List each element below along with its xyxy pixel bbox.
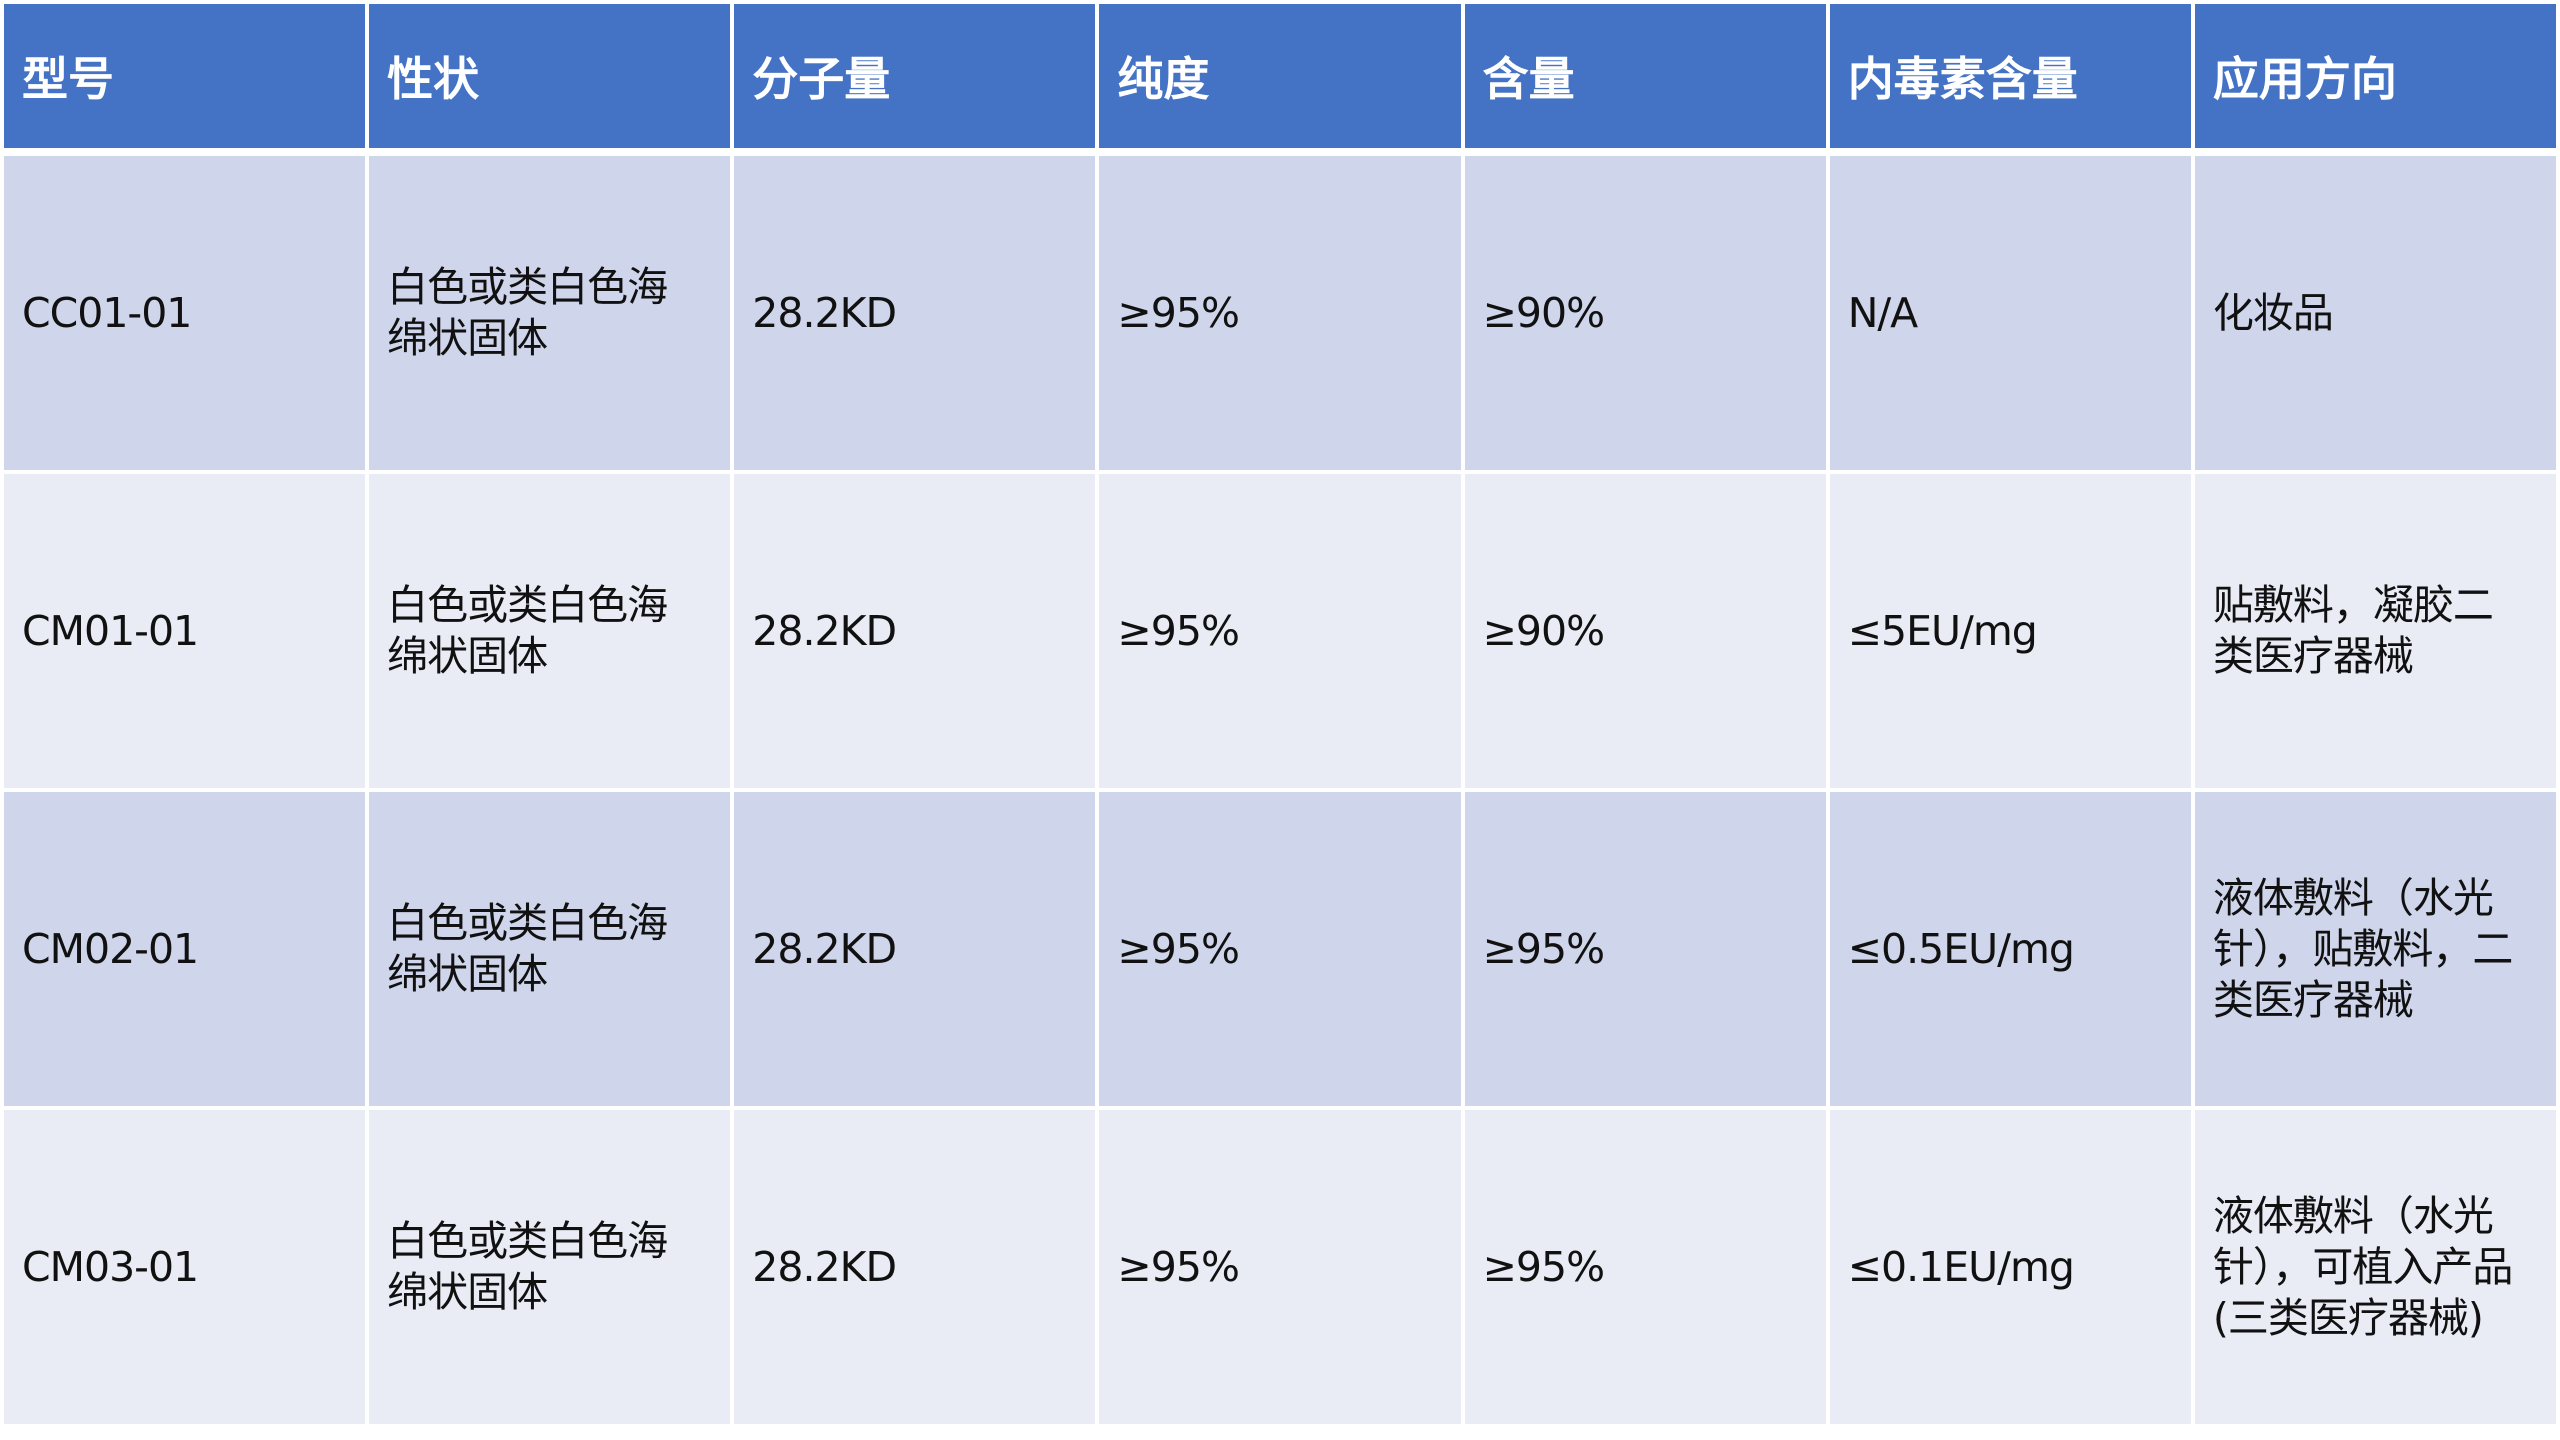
cell-purity: ≥95% xyxy=(1095,470,1465,792)
cell-text-line: 类医疗器械 xyxy=(2212,975,2414,1024)
cell-text-line: 白色或类白色海 xyxy=(387,1217,668,1265)
cell-model: CM01-01 xyxy=(0,470,370,792)
cell-text-line: ≤0.1EU/mg xyxy=(1847,1242,2075,1291)
table-row: CM03-01 白色或类白色海 绵状固体 28.2KD ≥95% ≥95% ≤0.1EU/m… xyxy=(0,1106,2560,1428)
cell-appearance: 白色或类白色海 绵状固体 xyxy=(365,788,735,1110)
cell-text-line: 28.2KD xyxy=(752,924,897,973)
cell-molecular-weight: 28.2KD xyxy=(730,150,1100,474)
cell-text-line: CC01-01 xyxy=(22,288,192,337)
cell-text-line: N/A xyxy=(1847,288,1919,337)
cell-text-line: ≥90% xyxy=(1482,606,1605,655)
cell-model: CC01-01 xyxy=(0,150,370,474)
cell-text-line: 类医疗器械 xyxy=(2212,632,2414,680)
cell-text-line: 绵状固体 xyxy=(387,1268,548,1316)
cell-endotoxin: ≤5EU/mg xyxy=(1825,470,2195,792)
header-purity: 纯度 xyxy=(1095,0,1465,156)
cell-appearance: 白色或类白色海 绵状固体 xyxy=(365,470,735,792)
cell-content: ≥95% xyxy=(1460,788,1830,1110)
header-application: 应用方向 xyxy=(2190,0,2560,156)
cell-text-line: ≥95% xyxy=(1482,924,1605,973)
cell-application: 化妆品 xyxy=(2190,150,2560,474)
cell-text-line: CM02-01 xyxy=(22,924,199,973)
cell-text-line: ≥95% xyxy=(1117,606,1239,655)
cell-model: CM02-01 xyxy=(0,788,370,1110)
cell-text-line: 绵状固体 xyxy=(387,950,548,998)
cell-text-line: (三类医疗器械) xyxy=(2212,1293,2484,1342)
header-row: 型号 性状 分子量 纯度 含量 内毒素含量 应用方向 xyxy=(0,0,2560,156)
cell-text-line: 28.2KD xyxy=(752,1242,897,1291)
cell-text-line: 针），贴敷料，二 xyxy=(2212,924,2514,973)
cell-application: 液体敷料（水光 针），贴敷料，二 类医疗器械 xyxy=(2190,788,2560,1110)
table-row: CM01-01 白色或类白色海 绵状固体 28.2KD ≥95% ≥90% ≤5EU/mg 贴… xyxy=(0,470,2560,792)
cell-application: 贴敷料，凝胶二 类医疗器械 xyxy=(2190,470,2560,792)
cell-text-line: 液体敷料（水光 xyxy=(2212,873,2494,922)
cell-text-line: CM01-01 xyxy=(22,606,199,655)
cell-application: 液体敷料（水光 针），可植入产品 (三类医疗器械) xyxy=(2190,1106,2560,1428)
cell-appearance: 白色或类白色海 绵状固体 xyxy=(365,1106,735,1428)
cell-text-line: 28.2KD xyxy=(752,288,897,337)
cell-content: ≥90% xyxy=(1460,470,1830,792)
cell-text-line: 绵状固体 xyxy=(387,632,548,680)
cell-text-line: CM03-01 xyxy=(22,1242,199,1291)
header-molecular-weight: 分子量 xyxy=(730,0,1100,156)
cell-text-line: 白色或类白色海 xyxy=(387,899,668,947)
cell-text-line: ≥90% xyxy=(1482,288,1605,337)
header-endotoxin: 内毒素含量 xyxy=(1825,0,2195,156)
cell-content: ≥95% xyxy=(1460,1106,1830,1428)
cell-text-line: 针），可植入产品 xyxy=(2212,1242,2514,1291)
header-model: 型号 xyxy=(0,0,370,156)
cell-molecular-weight: 28.2KD xyxy=(730,1106,1100,1428)
header-content: 含量 xyxy=(1460,0,1830,156)
cell-text-line: 贴敷料，凝胶二 xyxy=(2212,581,2494,629)
cell-text-line: 白色或类白色海 xyxy=(387,581,668,629)
cell-molecular-weight: 28.2KD xyxy=(730,788,1100,1110)
table-row: CM02-01 白色或类白色海 绵状固体 28.2KD ≥95% ≥95% ≤0.5EU/m… xyxy=(0,788,2560,1110)
cell-purity: ≥95% xyxy=(1095,1106,1465,1428)
cell-text-line: 28.2KD xyxy=(752,606,897,655)
cell-text-line: ≥95% xyxy=(1117,288,1239,337)
cell-model: CM03-01 xyxy=(0,1106,370,1428)
cell-text-line: ≥95% xyxy=(1117,924,1239,973)
header-appearance: 性状 xyxy=(365,0,735,156)
cell-text-line: ≤5EU/mg xyxy=(1847,606,2038,655)
cell-endotoxin: ≤0.1EU/mg xyxy=(1825,1106,2195,1428)
cell-text-line: ≥95% xyxy=(1482,1242,1605,1291)
cell-text-line: 化妆品 xyxy=(2212,288,2334,337)
cell-text-line: ≥95% xyxy=(1117,1242,1239,1291)
cell-purity: ≥95% xyxy=(1095,788,1465,1110)
cell-content: ≥90% xyxy=(1460,150,1830,474)
cell-text-line: 液体敷料（水光 xyxy=(2212,1191,2494,1240)
cell-appearance: 白色或类白色海 绵状固体 xyxy=(365,150,735,474)
cell-text-line: ≤0.5EU/mg xyxy=(1847,924,2075,973)
cell-text-line: 绵状固体 xyxy=(387,314,548,362)
table-row: CC01-01 白色或类白色海 绵状固体 28.2KD ≥95% ≥90% N/A 化妆品 xyxy=(0,150,2560,474)
cell-purity: ≥95% xyxy=(1095,150,1465,474)
cell-endotoxin: N/A xyxy=(1825,150,2195,474)
cell-molecular-weight: 28.2KD xyxy=(730,470,1100,792)
cell-text-line: 白色或类白色海 xyxy=(387,263,668,311)
cell-endotoxin: ≤0.5EU/mg xyxy=(1825,788,2195,1110)
